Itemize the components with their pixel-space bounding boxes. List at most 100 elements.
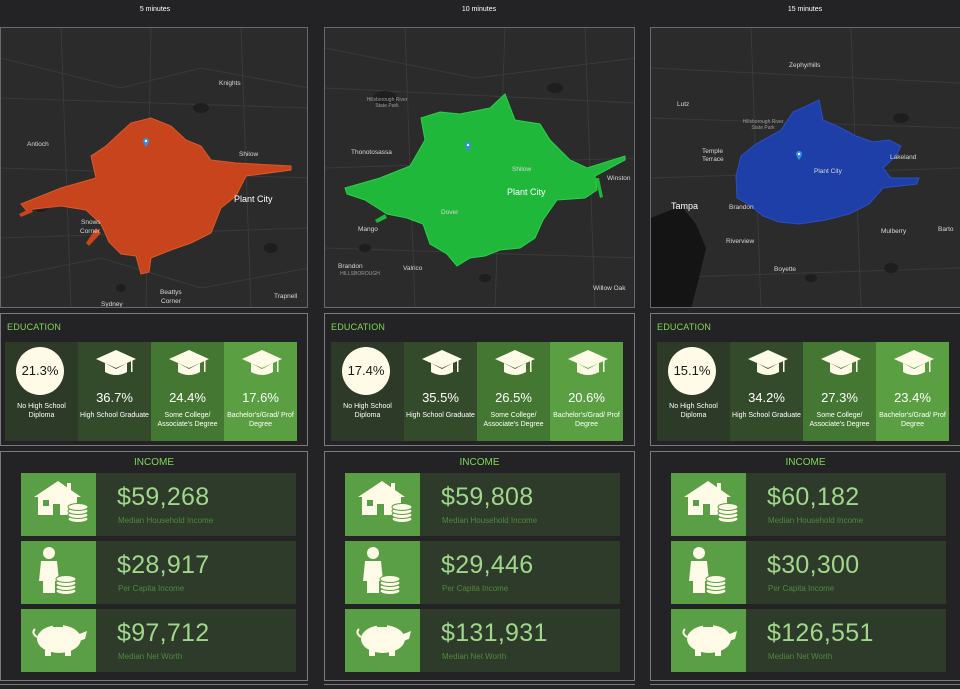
drive-time-map[interactable]: PASCO Zephyrhills Lutz Hillsborough River S… <box>650 27 960 308</box>
income-value: $29,446 <box>441 551 534 579</box>
income-per-capita-row: $29,446 Per Capita Income <box>345 541 620 604</box>
column-5-minutes: 5 minutes Knights Antioch Shilow Plant City… <box>0 0 310 689</box>
house-coins-icon-box <box>671 473 746 536</box>
map-place-label: Zephyrhills <box>789 62 821 69</box>
edu-pct: 26.5% <box>495 390 532 405</box>
edu-label: Bachelor's/Grad/ Prof Degree <box>553 412 620 429</box>
edu-bachelors: 23.4% Bachelor's/Grad/ Prof Degree <box>876 342 949 441</box>
edu-bachelors: 17.6% Bachelor's/Grad/ Prof Degree <box>224 342 297 441</box>
map-place-label: Valrico <box>403 265 423 272</box>
map-canvas[interactable] <box>1 28 308 308</box>
piggy-bank-icon-box <box>671 609 746 672</box>
edu-label: Some College/ Associate's Degree <box>157 412 218 429</box>
edu-label: No High School Diploma <box>343 403 392 420</box>
next-panel-edge <box>324 684 635 689</box>
no-diploma-circle: 17.4% <box>342 347 390 395</box>
income-panel: INCOME $59,808 Median Household Income <box>324 451 635 681</box>
edu-pct: 35.5% <box>422 390 459 405</box>
piggy-bank-icon-box <box>345 609 420 672</box>
house-coins-icon <box>358 481 413 523</box>
location-pin-icon[interactable] <box>796 151 802 160</box>
edu-label: High School Graduate <box>80 412 149 419</box>
map-place-label: Sydney <box>101 301 123 308</box>
graduation-cap-icon <box>748 350 788 375</box>
map-place-label: Winston <box>607 175 631 182</box>
map-place-label: Barto <box>938 226 954 233</box>
map-canvas[interactable] <box>325 28 635 308</box>
edu-high-school: 34.2% High School Graduate <box>730 342 803 441</box>
location-pin-icon[interactable] <box>143 138 149 147</box>
edu-label: Bachelor's/Grad/ Prof Degree <box>227 412 294 429</box>
house-coins-icon <box>684 481 739 523</box>
income-value: $59,808 <box>441 483 534 511</box>
column-title: 15 minutes <box>787 6 823 13</box>
map-place-label: Knights <box>219 80 241 87</box>
person-coins-icon <box>39 547 77 595</box>
edu-label: No High School Diploma <box>669 403 718 420</box>
drive-time-map[interactable]: Knights Antioch Shilow Plant City Snows Corne… <box>0 27 308 308</box>
graduation-cap-icon <box>242 350 282 375</box>
map-place-label: PASCO <box>675 28 719 30</box>
edu-label: Some College/ Associate's Degree <box>483 412 544 429</box>
map-place-label: Terrace <box>702 156 724 163</box>
edu-associates: 26.5% Some College/ Associate's Degree <box>477 342 550 441</box>
piggy-bank-icon <box>682 625 737 656</box>
income-value: $30,300 <box>767 551 860 579</box>
income-label: Median Household Income <box>118 516 214 525</box>
map-place-label: Tampa <box>671 201 699 211</box>
income-label: Median Net Worth <box>768 652 833 661</box>
map-place-label: Corner <box>80 228 100 235</box>
edu-high-school: 35.5% High School Graduate <box>404 342 477 441</box>
column-title: 10 minutes <box>461 6 497 13</box>
income-net-worth-row: $126,551 Median Net Worth <box>671 609 946 672</box>
income-household-row: $60,182 Median Household Income <box>671 473 946 536</box>
graduation-cap-icon <box>169 350 209 375</box>
next-panel-edge <box>650 684 960 689</box>
graduation-cap-icon <box>96 350 136 375</box>
edu-associates: 24.4% Some College/ Associate's Degree <box>151 342 224 441</box>
drive-area-5min <box>20 117 292 275</box>
edu-label: No High School Diploma <box>17 403 66 420</box>
graduation-cap-icon <box>894 350 934 375</box>
edu-pct: 20.6% <box>568 390 605 405</box>
map-place-label: Brandon <box>338 263 363 270</box>
map-place-label: Riverview <box>726 238 755 245</box>
income-per-capita-row: $28,917 Per Capita Income <box>21 541 296 604</box>
drive-time-map[interactable]: Hillsborough River State Park Thonotosass… <box>324 27 635 308</box>
income-panel: INCOME $60,182 Median Household Income <box>650 451 960 681</box>
map-place-label: Lutz <box>677 101 690 108</box>
edu-label: High School Graduate <box>732 412 801 419</box>
income-label: Median Net Worth <box>118 652 183 661</box>
map-place-label: Plant City <box>234 194 273 204</box>
income-household-row: $59,268 Median Household Income <box>21 473 296 536</box>
education-panel: EDUCATION 21.3% No High School Diploma 3… <box>0 313 308 446</box>
edu-pct: 24.4% <box>169 390 206 405</box>
income-value: $126,551 <box>767 619 874 647</box>
piggy-bank-icon-box <box>21 609 96 672</box>
graduation-cap-icon <box>568 350 608 375</box>
income-per-capita-row: $30,300 Per Capita Income <box>671 541 946 604</box>
graduation-cap-icon <box>821 350 861 375</box>
education-panel: EDUCATION 17.4% No High School Diploma 3… <box>324 313 635 446</box>
edu-pct: 17.6% <box>242 390 279 405</box>
location-pin-icon[interactable] <box>465 142 471 151</box>
edu-label: High School Graduate <box>406 412 475 419</box>
income-heading: INCOME <box>134 457 174 468</box>
house-coins-icon-box <box>345 473 420 536</box>
map-place-label: Boyette <box>774 266 797 273</box>
map-place-label: Mulberry <box>881 228 907 235</box>
income-heading: INCOME <box>785 457 826 468</box>
income-panel: INCOME $59,268 Median Household Income <box>0 451 308 681</box>
edu-associates: 27.3% Some College/ Associate's Degree <box>803 342 876 441</box>
map-canvas[interactable] <box>651 28 960 308</box>
graduation-cap-icon <box>495 350 535 375</box>
person-coins-icon-box <box>21 541 96 604</box>
income-net-worth-row: $97,712 Median Net Worth <box>21 609 296 672</box>
income-value: $131,931 <box>441 619 548 647</box>
map-place-label: Beattys <box>160 289 182 296</box>
map-place-label: Dover <box>441 209 459 216</box>
income-value: $60,182 <box>767 483 860 511</box>
edu-no-diploma: 15.1% No High School Diploma <box>657 342 730 441</box>
house-coins-icon <box>34 481 89 523</box>
income-value: $59,268 <box>117 483 210 511</box>
